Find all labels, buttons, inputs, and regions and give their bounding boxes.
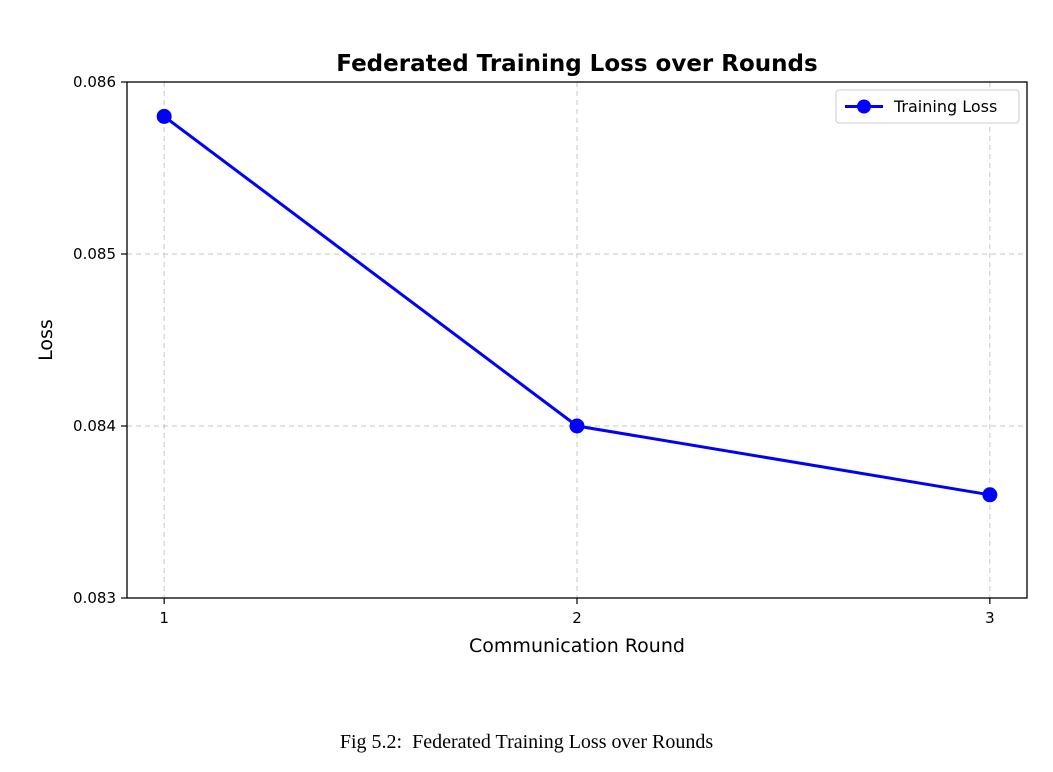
y-tick-label: 0.083 (73, 589, 116, 607)
x-tick-label: 2 (572, 609, 582, 627)
figure-caption: Fig 5.2: Federated Training Loss over Ro… (339, 731, 714, 753)
legend-entry-label: Training Loss (893, 97, 997, 116)
grid-lines (127, 82, 1027, 598)
y-tick-label: 0.086 (73, 73, 116, 91)
x-axis-label: Communication Round (469, 635, 685, 657)
y-tick-label: 0.084 (73, 417, 116, 435)
chart-title: Federated Training Loss over Rounds (336, 51, 817, 77)
data-point (156, 108, 172, 124)
legend: Training Loss (835, 89, 1020, 124)
plot-frame (126, 81, 1028, 599)
legend-marker-swatch (857, 99, 871, 114)
data-point (569, 418, 585, 434)
axis-ticks: 1 2 3 0.083 0.084 0.085 0.086 (73, 73, 995, 627)
data-point (982, 487, 998, 503)
y-axis-label: Loss (35, 319, 57, 361)
y-tick-label: 0.085 (73, 245, 116, 263)
legend-box (835, 89, 1020, 124)
series-layer (156, 108, 998, 503)
x-tick-label: 1 (159, 609, 169, 627)
loss-chart: 1 2 3 0.083 0.084 0.085 0.086 Federated Traini… (35, 51, 1028, 657)
x-tick-label: 3 (985, 609, 995, 627)
